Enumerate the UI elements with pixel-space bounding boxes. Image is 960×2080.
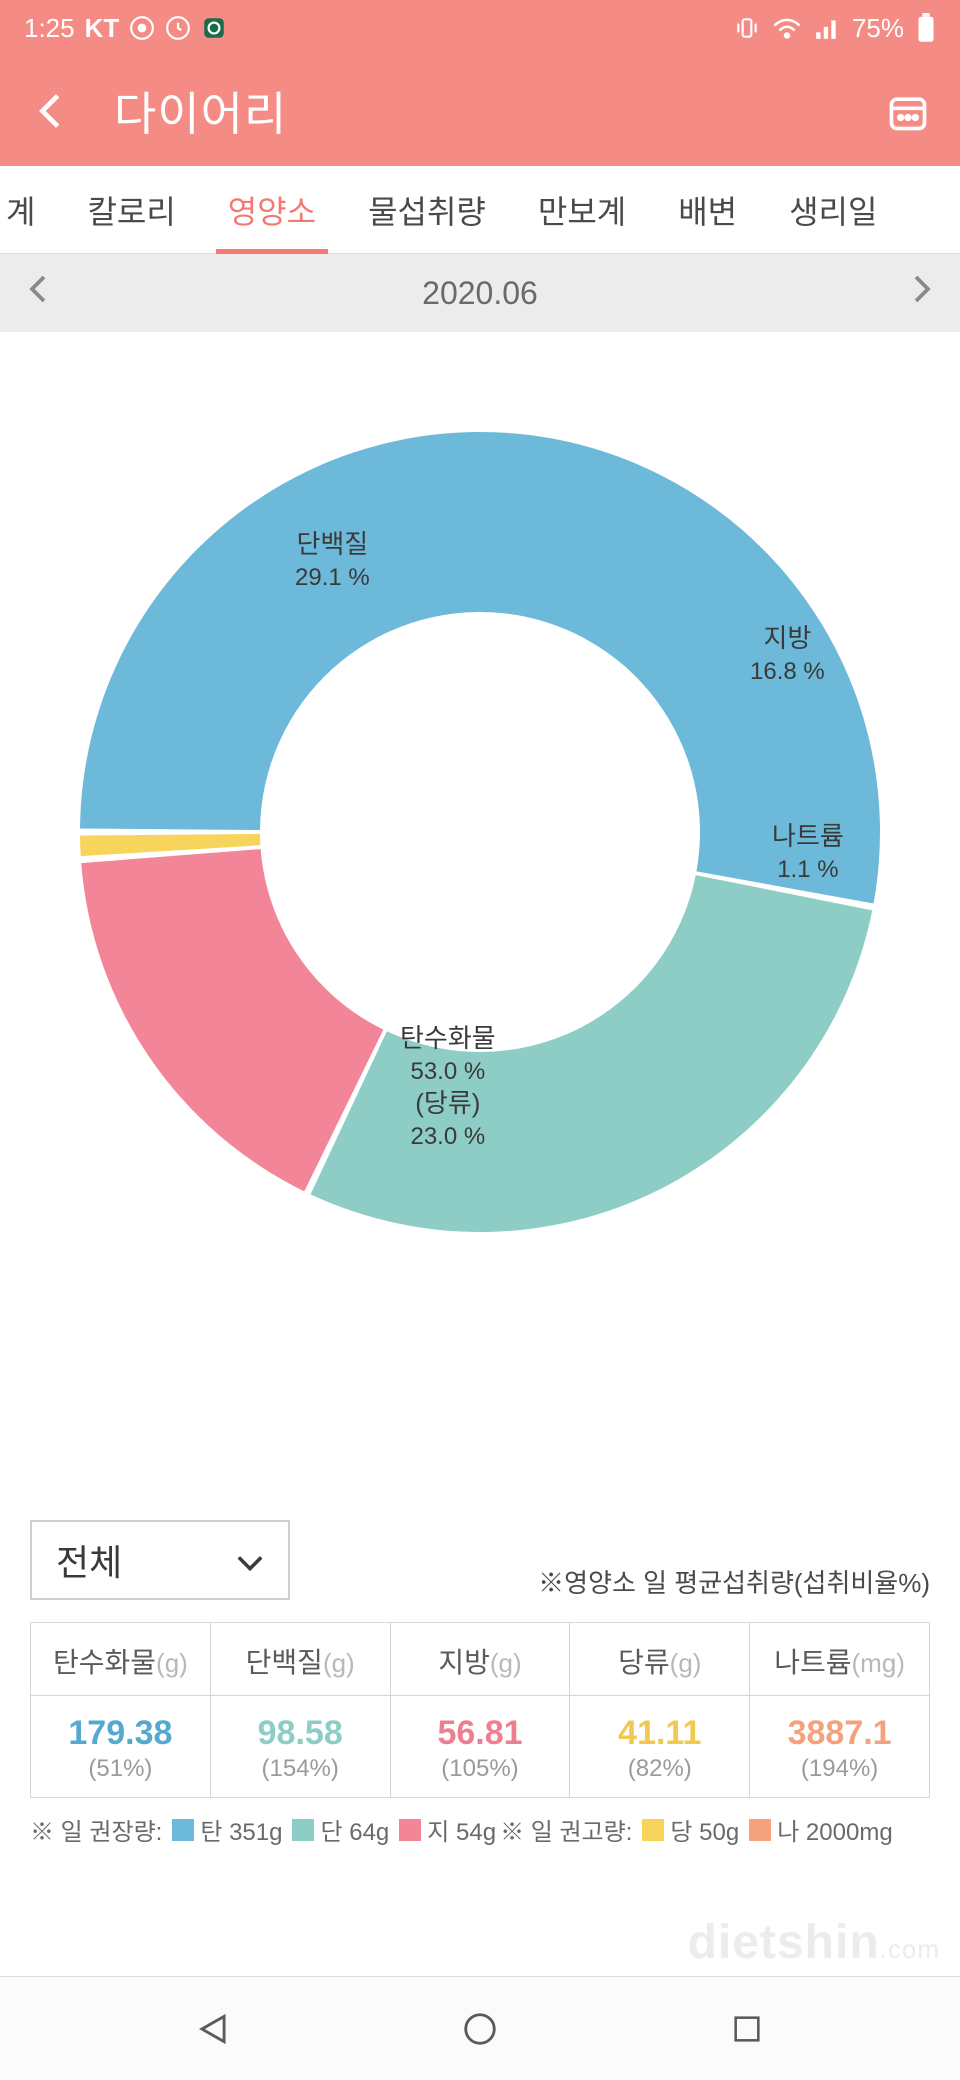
meal-filter-dropdown[interactable]: 전체	[30, 1520, 290, 1600]
status-app-icon-1	[129, 15, 155, 41]
chart-slice-label: 탄수화물53.0 %(당류)23.0 %	[400, 1022, 496, 1152]
status-time: 1:25	[24, 13, 75, 44]
table-value-cell: 56.81(105%)	[390, 1696, 570, 1798]
table-value-cell: 179.38(51%)	[31, 1696, 211, 1798]
table-value-cell: 98.58(154%)	[210, 1696, 390, 1798]
date-prev-button[interactable]	[28, 274, 48, 312]
signal-icon	[814, 15, 840, 41]
nav-recent-icon[interactable]	[725, 2007, 769, 2051]
tab-5[interactable]: 배변	[652, 166, 763, 253]
status-bar: 1:25 KT 75%	[0, 0, 960, 56]
tab-4[interactable]: 만보계	[512, 166, 652, 253]
table-header-cell: 탄수화물(g)	[31, 1623, 211, 1696]
status-app-icon-3	[201, 15, 227, 41]
battery-pct: 75%	[852, 13, 904, 44]
table-header-cell: 단백질(g)	[210, 1623, 390, 1696]
tab-2[interactable]: 영양소	[202, 166, 342, 253]
date-label: 2020.06	[422, 275, 538, 312]
date-selector: 2020.06	[0, 254, 960, 332]
nav-home-icon[interactable]	[458, 2007, 502, 2051]
tab-bar: 계칼로리영양소물섭취량만보계배변생리일	[0, 166, 960, 254]
back-button[interactable]	[30, 91, 70, 131]
watermark: dietshin.com	[688, 1915, 940, 1970]
table-footnote: ※영양소 일 평균섭취량(섭취비율%)	[538, 1563, 930, 1600]
chart-slice-label: 지방16.8 %	[750, 622, 825, 687]
date-next-button[interactable]	[912, 274, 932, 312]
chart-slice-label: 나트륨1.1 %	[772, 820, 844, 885]
page-title: 다이어리	[114, 78, 287, 144]
battery-icon	[916, 13, 936, 43]
nutrient-table: 탄수화물(g)단백질(g)지방(g)당류(g)나트륨(mg) 179.38(51…	[30, 1622, 930, 1798]
donut-slice	[311, 875, 873, 1232]
calendar-button[interactable]	[886, 90, 930, 139]
chart-slice-label: 단백질29.1 %	[295, 528, 370, 593]
table-header-cell: 지방(g)	[390, 1623, 570, 1696]
tab-1[interactable]: 칼로리	[61, 166, 201, 253]
wifi-icon	[772, 15, 802, 41]
table-value-cell: 41.11(82%)	[570, 1696, 750, 1798]
table-header-cell: 당류(g)	[570, 1623, 750, 1696]
nutrient-donut-chart: 탄수화물53.0 %(당류)23.0 % 단백질29.1 % 지방16.8 % 나트륨…	[60, 412, 900, 1252]
nutrient-chart-container: 탄수화물53.0 %(당류)23.0 % 단백질29.1 % 지방16.8 % 나트륨…	[0, 332, 960, 1292]
android-nav-bar	[0, 1976, 960, 2080]
dropdown-selected: 전체	[56, 1534, 122, 1586]
recommendation-legend: ※ 일 권장량:탄 351g단 64g지 54g ※ 일 권고량:당 50g나 …	[30, 1812, 930, 1847]
tab-6[interactable]: 생리일	[763, 166, 903, 253]
vibrate-icon	[734, 15, 760, 41]
table-value-cell: 3887.1(194%)	[750, 1696, 930, 1798]
chevron-down-icon	[236, 1539, 264, 1581]
nav-back-icon[interactable]	[191, 2007, 235, 2051]
status-app-icon-2	[165, 15, 191, 41]
tab-0[interactable]: 계	[0, 166, 61, 253]
status-carrier: KT	[85, 13, 120, 44]
table-header-cell: 나트륨(mg)	[750, 1623, 930, 1696]
tab-3[interactable]: 물섭취량	[342, 166, 512, 253]
app-bar: 다이어리	[0, 56, 960, 166]
